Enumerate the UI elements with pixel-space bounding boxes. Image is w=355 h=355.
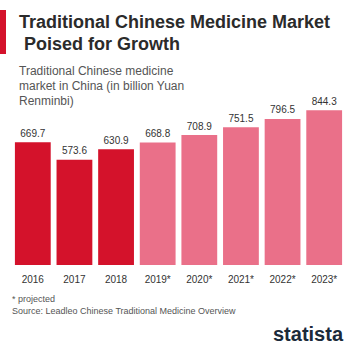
- svg-text:2018: 2018: [105, 274, 128, 285]
- svg-text:573.6: 573.6: [62, 145, 87, 156]
- svg-text:Traditional Chinese medicine: Traditional Chinese medicine: [19, 64, 177, 78]
- svg-text:708.9: 708.9: [187, 121, 212, 132]
- svg-text:Renminbi): Renminbi): [19, 94, 74, 108]
- svg-text:844.3: 844.3: [312, 96, 337, 107]
- svg-text:2016: 2016: [22, 274, 45, 285]
- svg-text:796.5: 796.5: [270, 104, 295, 115]
- svg-text:751.5: 751.5: [228, 113, 253, 124]
- svg-text:Traditional Chinese Medicine M: Traditional Chinese Medicine Market: [19, 12, 330, 32]
- svg-text:Source: Leadleo Chinese Tradit: Source: Leadleo Chinese Traditional Medi…: [12, 306, 236, 316]
- svg-text:2020*: 2020*: [186, 274, 212, 285]
- svg-text:* projected: * projected: [12, 294, 55, 304]
- svg-text:630.9: 630.9: [104, 135, 129, 146]
- svg-text:market in China (in billion Yu: market in China (in billion Yuan: [19, 79, 188, 93]
- svg-text:2021*: 2021*: [228, 274, 254, 285]
- svg-text:2017: 2017: [63, 274, 86, 285]
- svg-text:2022*: 2022*: [269, 274, 295, 285]
- svg-text:Poised for Growth: Poised for Growth: [19, 34, 180, 54]
- svg-text:2023*: 2023*: [311, 274, 337, 285]
- svg-text:668.8: 668.8: [145, 128, 170, 139]
- svg-text:669.7: 669.7: [20, 128, 45, 139]
- svg-text:2019*: 2019*: [145, 274, 171, 285]
- svg-text:statista: statista: [273, 323, 344, 345]
